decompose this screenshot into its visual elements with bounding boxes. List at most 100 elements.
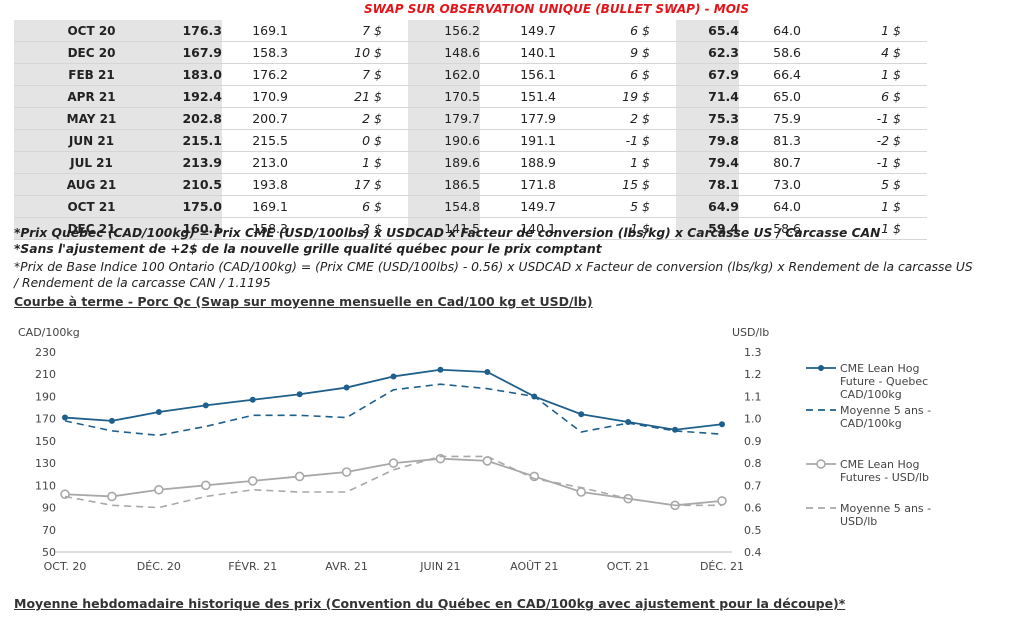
data-point	[388, 458, 399, 468]
legend-entry-line: CAD/100kg	[840, 388, 902, 401]
y2-tick-label: 0.8	[744, 457, 762, 470]
y2-tick-label: 0.7	[744, 479, 762, 492]
y-tick-label: 190	[35, 390, 56, 403]
x-tick-label: FÉVR. 21	[228, 560, 277, 573]
value-cell: 140.1	[520, 221, 556, 236]
diff-cell: 2 $	[362, 111, 382, 126]
value-cell: 167.9	[169, 41, 222, 64]
month-cell: JUN 21	[14, 129, 169, 152]
diff-cell: 1 $	[881, 221, 901, 236]
data-point	[202, 402, 209, 409]
data-point	[108, 417, 115, 424]
note-quebec-formula: *Prix Québec (CAD/100kg) = Prix CME (USD…	[14, 226, 881, 240]
y2-tick-label: 1.3	[744, 346, 762, 359]
table-row: OCT 21 175.0 169.1 6 $ 154.8 149.7 5 $ 64.9 64.0…	[14, 195, 927, 218]
value-cell: 65.0	[773, 89, 801, 104]
legend-marker	[816, 459, 826, 469]
diff-cell: 2 $	[362, 221, 382, 236]
diff-cell: -2 $	[876, 133, 901, 148]
price-table: OCT 20 176.3 169.1 7 $ 156.2 149.7 6 $ 65.4 64.0…	[14, 20, 927, 240]
value-cell: 156.1	[520, 67, 556, 82]
value-cell: 189.6	[408, 151, 480, 174]
data-point	[107, 491, 117, 502]
diff-cell: 6 $	[362, 199, 382, 214]
value-cell: 213.0	[252, 155, 288, 170]
series-line-1	[64, 383, 723, 437]
table-row: FEB 21 183.0 176.2 7 $ 162.0 156.1 6 $ 67.9 66.4…	[14, 63, 927, 86]
y2-tick-label: 1.0	[744, 413, 762, 426]
diff-cell: 5 $	[630, 199, 650, 214]
value-cell: 71.4	[676, 85, 739, 108]
chart-title: Courbe à terme - Porc Qc (Swap sur moyen…	[14, 294, 593, 309]
diff-cell: 6 $	[630, 23, 650, 38]
month-cell: APR 21	[14, 85, 169, 108]
legend-entry-line: Moyenne 5 ans -	[840, 502, 932, 515]
table-row: OCT 20 176.3 169.1 7 $ 156.2 149.7 6 $ 65.4 64.0…	[14, 20, 927, 42]
legend-entry-line: Future - Quebec	[840, 375, 929, 388]
diff-cell: 19 $	[622, 89, 650, 104]
y2-tick-label: 1.2	[744, 368, 762, 381]
value-cell: 81.3	[773, 133, 801, 148]
value-cell: 79.8	[676, 129, 739, 152]
value-cell: 64.0	[773, 23, 801, 38]
legend-entry-line: USD/lb	[840, 515, 878, 528]
legend-entry-line: CAD/100kg	[840, 417, 902, 430]
diff-cell: 1 $	[630, 221, 650, 236]
diff-cell: 1 $	[881, 199, 901, 214]
diff-cell: 1 $	[881, 23, 901, 38]
data-point	[200, 480, 211, 491]
legend-entry-line: CME Lean Hog	[840, 362, 920, 375]
value-cell: 66.4	[773, 67, 801, 82]
data-point	[672, 426, 679, 433]
data-point	[576, 487, 587, 497]
legend-entry-line: Moyenne 5 ans -	[840, 404, 932, 417]
value-cell: 148.6	[408, 41, 480, 64]
value-cell: 215.5	[252, 133, 288, 148]
diff-cell: -1 $	[876, 111, 901, 126]
diff-cell: 1 $	[881, 67, 901, 82]
note-adjustment: *Sans l'ajustement de +2$ de la nouvelle…	[14, 242, 602, 256]
value-cell: 67.9	[676, 63, 739, 86]
month-cell: AUG 21	[14, 173, 169, 196]
table-row: DEC 20 167.9 158.3 10 $ 148.6 140.1 9 $ 62.3 58.…	[14, 41, 927, 64]
data-point	[154, 484, 164, 495]
y2-tick-label: 0.6	[744, 502, 762, 515]
y2-tick-label: 1.1	[744, 390, 762, 403]
month-cell: DEC 21	[14, 217, 169, 240]
value-cell: 177.9	[520, 111, 556, 126]
y-tick-label: 130	[35, 457, 56, 470]
y-tick-label: 50	[42, 546, 56, 559]
data-point	[296, 391, 303, 398]
data-point	[719, 421, 725, 428]
y2-axis-label: USD/lb	[732, 326, 769, 339]
value-cell: 213.9	[169, 151, 222, 174]
x-tick-label: DÉC. 21	[700, 560, 744, 573]
data-point	[155, 409, 162, 415]
value-cell: 75.9	[773, 111, 801, 126]
value-cell: 58.6	[773, 45, 801, 60]
x-tick-label: OCT. 21	[607, 560, 650, 573]
series-line-3	[64, 455, 722, 509]
value-cell: 65.4	[676, 20, 739, 42]
data-point	[294, 471, 305, 482]
data-point	[437, 366, 444, 373]
table-row: AUG 21 210.5 193.8 17 $ 186.5 171.8 15 $ 78.1 73…	[14, 173, 927, 196]
diff-cell: 0 $	[362, 133, 382, 148]
value-cell: 64.9	[676, 195, 739, 218]
value-cell: 202.8	[169, 107, 222, 130]
diff-cell: 15 $	[622, 177, 650, 192]
legend-entry-line: CME Lean Hog	[840, 458, 920, 471]
value-cell: 192.4	[169, 85, 222, 108]
month-cell: OCT 21	[14, 195, 169, 218]
data-point	[247, 476, 258, 486]
value-cell: 64.0	[773, 199, 801, 214]
x-tick-label: AVR. 21	[325, 560, 368, 573]
diff-cell: 2 $	[630, 111, 650, 126]
value-cell: 154.8	[408, 195, 480, 218]
value-cell: 80.7	[773, 155, 801, 170]
y-tick-label: 210	[35, 368, 56, 381]
value-cell: 162.0	[408, 63, 480, 86]
month-cell: DEC 20	[14, 41, 169, 64]
diff-cell: 6 $	[630, 67, 650, 82]
value-cell: 200.7	[252, 111, 288, 126]
